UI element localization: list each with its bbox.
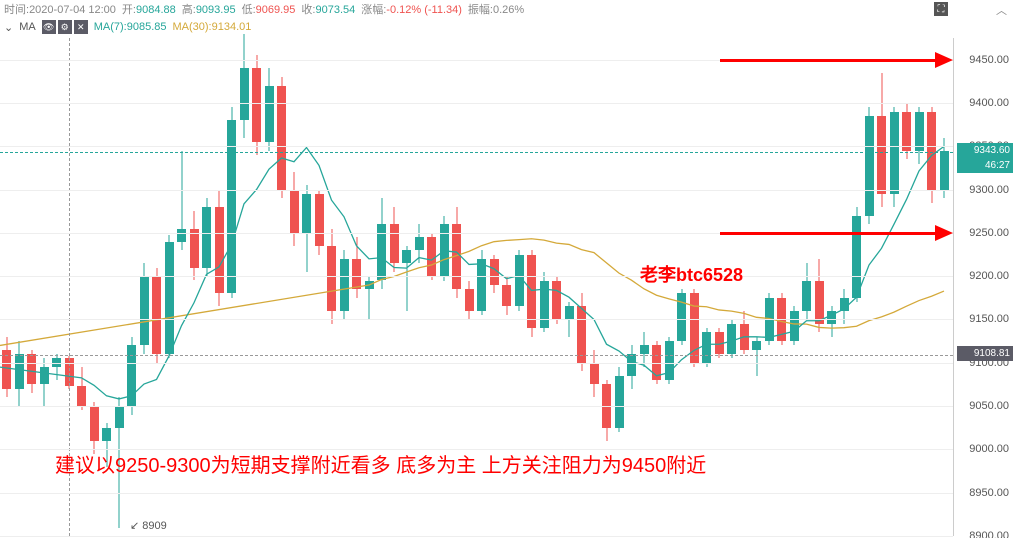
candle[interactable] — [877, 38, 886, 536]
price-axis: 8900.008950.009000.009050.009100.009150.… — [953, 38, 1013, 536]
chart-container: 时间:2020-07-04 12:00 开:9084.88 高:9093.95 … — [0, 0, 1013, 538]
candle[interactable] — [815, 38, 824, 536]
candle[interactable] — [890, 38, 899, 536]
candle[interactable] — [777, 38, 786, 536]
gear-icon[interactable]: ⚙ — [58, 20, 72, 34]
candle[interactable] — [802, 38, 811, 536]
eye-icon[interactable]: 👁 — [42, 20, 56, 34]
countdown-tag: 46:27 — [957, 158, 1013, 173]
collapse-up-icon[interactable]: ︿ — [996, 2, 1007, 18]
watermark-text: 老李btc6528 — [640, 261, 743, 287]
y-tick-label: 8900.00 — [969, 530, 1009, 538]
candle[interactable] — [840, 38, 849, 536]
crosshair-horizontal — [0, 355, 953, 356]
resistance-arrow-line — [720, 59, 935, 62]
amp-label: 振幅:0.26% — [468, 1, 524, 17]
arrow-head-icon — [935, 52, 953, 68]
close-label: 收:9073.54 — [301, 1, 355, 17]
pct-label: 涨幅:-0.12% (-11.34) — [361, 1, 462, 17]
candle[interactable] — [765, 38, 774, 536]
y-tick-label: 9300.00 — [969, 184, 1009, 196]
y-tick-label: 9450.00 — [969, 54, 1009, 66]
y-tick-label: 9200.00 — [969, 270, 1009, 282]
chevron-down-icon[interactable]: ⌄ — [4, 21, 13, 34]
open-label: 开:9084.88 — [122, 1, 176, 17]
candle[interactable] — [740, 38, 749, 536]
gridline — [0, 363, 953, 364]
candle[interactable] — [827, 38, 836, 536]
gridline — [0, 493, 953, 494]
ma7-readout: MA(7):9085.85 — [94, 21, 167, 33]
price-tag: 9108.81 — [957, 346, 1013, 361]
candle[interactable] — [40, 38, 49, 536]
y-tick-label: 9150.00 — [969, 313, 1009, 325]
gridline — [0, 536, 953, 537]
advice-annotation: 建议以9250-9300为短期支撑附近看多 底多为主 上方关注阻力为9450附近 — [55, 449, 706, 478]
candle[interactable] — [865, 38, 874, 536]
gridline — [0, 146, 953, 147]
resistance-arrow-line — [720, 232, 935, 235]
gridline — [0, 190, 953, 191]
candle[interactable] — [927, 38, 936, 536]
candle[interactable] — [915, 38, 924, 536]
gridline — [0, 276, 953, 277]
ma-control-icons: 👁 ⚙ ✕ — [42, 20, 88, 34]
gridline — [0, 406, 953, 407]
candle[interactable] — [715, 38, 724, 536]
high-label: 高:9093.95 — [182, 1, 236, 17]
y-tick-label: 8950.00 — [969, 487, 1009, 499]
y-tick-label: 9050.00 — [969, 400, 1009, 412]
y-tick-label: 9250.00 — [969, 227, 1009, 239]
y-tick-label: 9000.00 — [969, 443, 1009, 455]
time-label: 时间:2020-07-04 12:00 — [4, 1, 116, 17]
arrow-head-icon — [935, 225, 953, 241]
candle[interactable] — [752, 38, 761, 536]
current-price-line — [0, 152, 953, 153]
ma-indicator-row: ⌄ MA 👁 ⚙ ✕ MA(7):9085.85 MA(30):9134.01 — [4, 20, 251, 34]
chart-header: 时间:2020-07-04 12:00 开:9084.88 高:9093.95 … — [0, 0, 1013, 18]
candle[interactable] — [852, 38, 861, 536]
candle[interactable] — [2, 38, 11, 536]
candle[interactable] — [790, 38, 799, 536]
fullscreen-icon[interactable]: ⛶ — [934, 2, 948, 16]
low-label: 低:9069.95 — [242, 1, 296, 17]
ma-label: MA — [19, 21, 36, 33]
candle[interactable] — [15, 38, 24, 536]
gridline — [0, 103, 953, 104]
gridline — [0, 319, 953, 320]
candle[interactable] — [727, 38, 736, 536]
y-tick-label: 9400.00 — [969, 97, 1009, 109]
price-tag: 9343.60 — [957, 143, 1013, 158]
candle[interactable] — [27, 38, 36, 536]
candle[interactable] — [940, 38, 949, 536]
candle[interactable] — [902, 38, 911, 536]
low-price-marker: ↙ 8909 — [130, 519, 167, 532]
close-icon[interactable]: ✕ — [74, 20, 88, 34]
ma30-readout: MA(30):9134.01 — [172, 21, 251, 33]
